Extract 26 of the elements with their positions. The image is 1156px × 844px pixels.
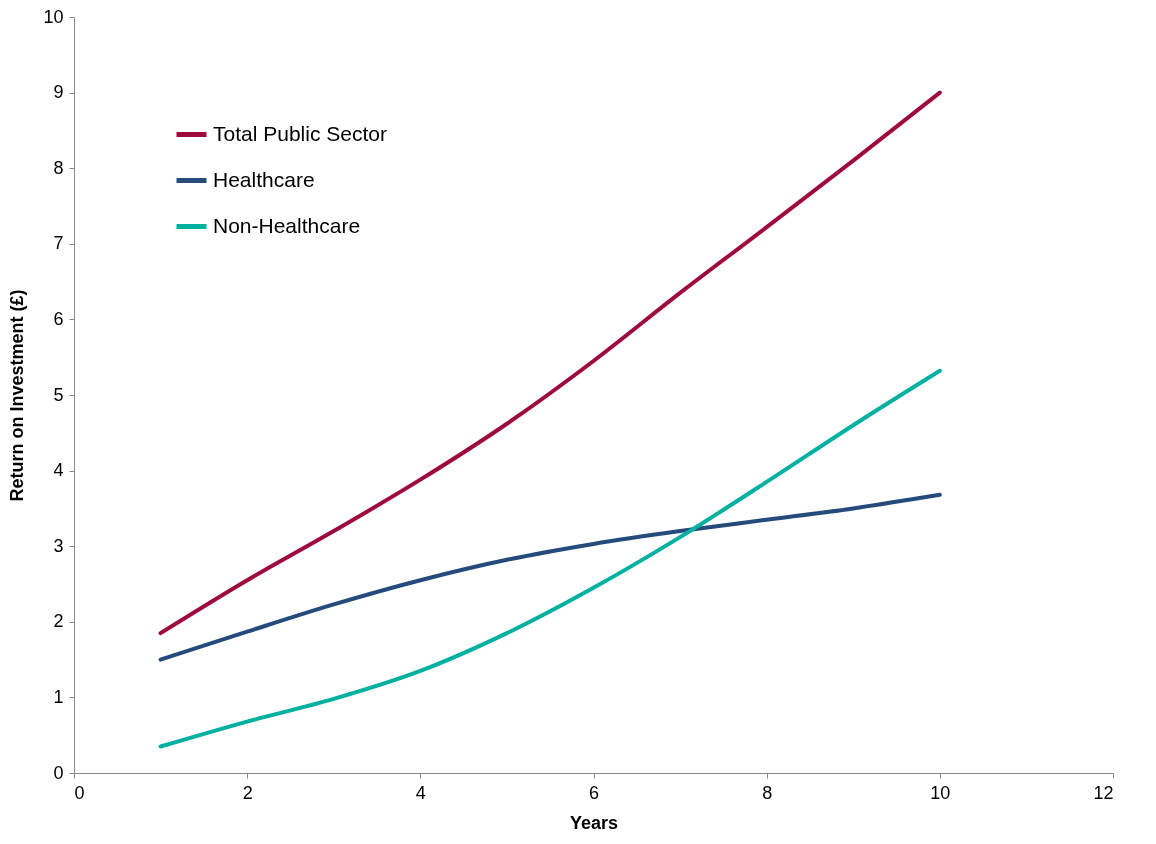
- y-tick-label: 6: [53, 308, 64, 329]
- legend-label: Non-Healthcare: [213, 213, 361, 237]
- y-tick-label: 3: [53, 535, 64, 556]
- y-tick-label: 9: [53, 82, 64, 103]
- line-series: [158, 90, 942, 636]
- y-tick-label: 0: [53, 762, 64, 783]
- y-tick-label: 10: [43, 6, 64, 27]
- line-series: [158, 368, 942, 749]
- x-axis-title: Years: [569, 812, 619, 833]
- x-tick-label: 6: [588, 782, 600, 803]
- legend-label: Total Public Sector: [213, 121, 387, 145]
- x-tick-label: 0: [74, 782, 85, 803]
- x-tick-label: 4: [415, 782, 426, 803]
- y-tick-label: 4: [53, 460, 64, 481]
- x-tick-label: 8: [762, 782, 773, 803]
- y-tick-label: 8: [53, 157, 64, 178]
- y-tick-label: 1: [53, 686, 64, 707]
- legend-label: Healthcare: [213, 167, 315, 191]
- y-tick-label: 7: [53, 233, 64, 254]
- line-series: [158, 492, 942, 662]
- x-tick-label: 12: [1093, 782, 1114, 803]
- x-tick-label: 10: [930, 782, 951, 803]
- y-tick-label: 5: [53, 384, 64, 405]
- x-tick-label: 2: [242, 782, 253, 803]
- y-tick-label: 2: [53, 611, 64, 632]
- y-axis-title: Return on Investment (£): [7, 289, 28, 502]
